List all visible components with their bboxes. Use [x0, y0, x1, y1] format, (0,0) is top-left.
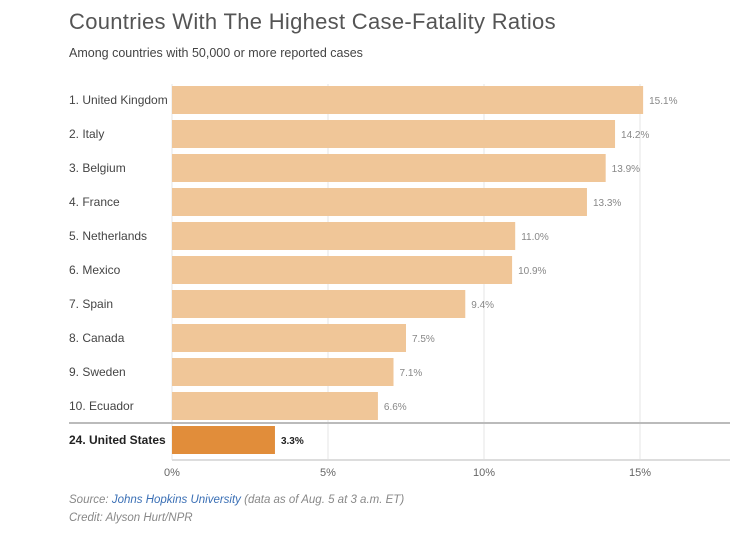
source-link[interactable]: Johns Hopkins University — [111, 494, 241, 506]
source-label: Source: — [69, 494, 112, 506]
value-label: 7.1% — [400, 368, 423, 379]
value-label: 14.2% — [621, 130, 649, 141]
value-label: 13.3% — [593, 198, 621, 209]
category-label: 3. Belgium — [69, 161, 126, 175]
bar — [172, 392, 378, 420]
bar — [172, 426, 275, 454]
value-label: 3.3% — [281, 436, 304, 447]
x-tick-label: 10% — [473, 467, 495, 479]
bar — [172, 290, 466, 318]
bar — [172, 120, 616, 148]
value-label: 7.5% — [412, 334, 435, 345]
category-label: 8. Canada — [69, 331, 125, 345]
category-label: 5. Netherlands — [69, 229, 147, 243]
value-label: 15.1% — [649, 96, 677, 107]
x-tick-label: 15% — [629, 467, 651, 479]
x-tick-label: 5% — [320, 467, 336, 479]
source-line: Source: Johns Hopkins University (data a… — [69, 494, 404, 506]
category-label: 10. Ecuador — [69, 399, 134, 413]
value-label: 13.9% — [612, 164, 640, 175]
category-label: 2. Italy — [69, 127, 104, 141]
bar — [172, 188, 587, 216]
chart-subtitle: Among countries with 50,000 or more repo… — [69, 46, 363, 60]
value-label: 6.6% — [384, 402, 407, 413]
category-label: 6. Mexico — [69, 263, 121, 277]
value-label: 10.9% — [518, 266, 546, 277]
bar — [172, 358, 394, 386]
category-label: 1. United Kingdom — [69, 93, 168, 107]
category-label: 4. France — [69, 195, 120, 209]
bar — [172, 222, 516, 250]
bar — [172, 324, 406, 352]
category-label: 7. Spain — [69, 297, 113, 311]
chart-title: Countries With The Highest Case-Fatality… — [69, 9, 556, 34]
value-label: 11.0% — [521, 232, 549, 243]
credit-line: Credit: Alyson Hurt/NPR — [69, 512, 193, 524]
bar — [172, 86, 644, 114]
value-label: 9.4% — [471, 300, 494, 311]
bar — [172, 154, 606, 182]
x-tick-label: 0% — [164, 467, 180, 479]
footer: Source: Johns Hopkins University (data a… — [69, 494, 404, 530]
source-note: (data as of Aug. 5 at 3 a.m. ET) — [240, 494, 405, 506]
bar — [172, 256, 513, 284]
category-label: 9. Sweden — [69, 365, 126, 379]
category-label: 24. United States — [69, 433, 166, 447]
